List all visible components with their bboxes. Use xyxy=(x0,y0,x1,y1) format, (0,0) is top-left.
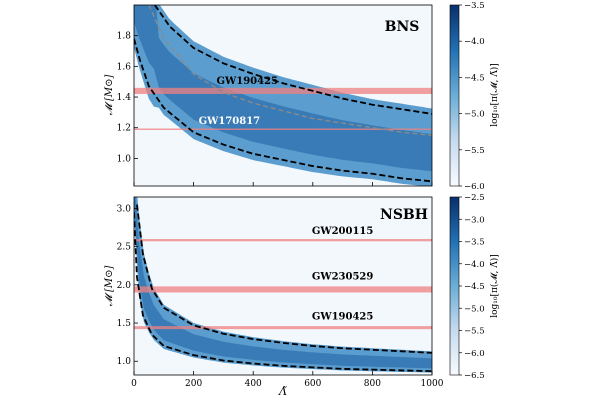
y-tick-label: 1.0 xyxy=(117,357,132,367)
y-ticks: 1.0 1.5 2.0 2.5 3.0 xyxy=(117,204,138,367)
colorbar-tick-label: −6.0 xyxy=(464,349,485,359)
colorbar-ticks: −6.5 −6.0 −5.5 −5.0 −4.5 −4.0 −3.5 −3.0 −2.5 xyxy=(459,193,485,381)
y-tick-label: 2.0 xyxy=(117,281,132,291)
colorbar-tick-label: −5.5 xyxy=(464,327,485,337)
colorbar xyxy=(449,4,460,187)
event-labels: GW190425 GW170817 xyxy=(199,76,278,127)
colorbar-tick-label: −5.5 xyxy=(464,146,485,156)
colorbar-tick-label: −6.5 xyxy=(464,371,485,381)
colorbar-tick-label: −4.0 xyxy=(464,37,485,47)
colorbar-label: log₁₀[π(𝓜, Λ̃)] xyxy=(489,254,500,318)
colorbar-label: log₁₀[π(𝓜, Λ̃)] xyxy=(489,63,500,127)
y-tick-label: 1.2 xyxy=(117,124,131,134)
x-tick-label: 1000 xyxy=(421,379,444,389)
colorbar-ticks: −6.0 −5.5 −5.0 −4.5 −4.0 −3.5 xyxy=(459,1,485,192)
event-band xyxy=(134,128,432,131)
event-bands xyxy=(134,87,432,131)
y-axis-label: 𝓜 [M⊙] xyxy=(104,75,115,116)
x-axis-label: Λ̃ xyxy=(278,385,287,398)
event-band xyxy=(134,286,432,293)
event-band xyxy=(134,239,432,242)
x-ticks xyxy=(133,182,433,186)
curve-lower-bound xyxy=(134,212,432,373)
event-label: GW190425 xyxy=(216,76,278,87)
curve-median xyxy=(148,5,432,137)
x-tick-label: 600 xyxy=(304,379,321,389)
panel-title: BNS xyxy=(385,19,420,35)
curve-upper-bound xyxy=(154,5,432,115)
y-tick-label: 1.6 xyxy=(117,62,132,72)
event-label: GW170817 xyxy=(199,116,261,127)
event-band xyxy=(134,87,432,94)
event-label: GW200115 xyxy=(312,226,374,237)
y-ticks: 1.0 1.2 1.4 1.6 1.8 xyxy=(117,32,138,164)
colorbar-tick-label: −6.0 xyxy=(464,182,485,192)
panel-title: NSBH xyxy=(380,207,428,223)
y-axis-label: 𝓜 [M⊙] xyxy=(104,266,115,307)
event-labels: GW200115 GW230529 GW190425 xyxy=(312,226,374,323)
colorbar-tick-label: −4.0 xyxy=(464,260,485,270)
axes-frame xyxy=(133,196,433,376)
colorbar-tick-label: −3.5 xyxy=(464,1,485,11)
colorbar-tick-label: −5.0 xyxy=(464,110,485,120)
x-ticks: 0 200 400 600 800 1000 xyxy=(131,371,444,389)
curve-lower-bound xyxy=(134,38,432,183)
colorbar-tick-label: −5.0 xyxy=(464,304,485,314)
curve-upper-bound xyxy=(136,204,432,354)
event-label: GW230529 xyxy=(312,272,374,283)
x-tick-label: 200 xyxy=(185,379,202,389)
colorbar-tick-label: −4.5 xyxy=(464,282,485,292)
y-tick-label: 1.0 xyxy=(117,154,132,164)
x-tick-label: 800 xyxy=(364,379,381,389)
y-tick-label: 3.0 xyxy=(117,204,132,214)
y-tick-label: 1.8 xyxy=(117,32,132,42)
x-tick-label: 0 xyxy=(131,379,137,389)
colorbar-tick-label: −2.5 xyxy=(464,193,485,203)
panel-bottom: GW200115 GW230529 GW190425 1.0 1.5 2.0 2.5 3.0… xyxy=(104,193,500,398)
colorbar-tick-label: −4.5 xyxy=(464,73,485,83)
panel-top: GW190425 GW170817 1.0 1.2 1.4 1.6 1.8 BNS 𝓜 [… xyxy=(104,1,500,192)
colorbar-tick-label: −3.5 xyxy=(464,238,485,248)
axes-frame xyxy=(133,4,433,187)
bound-curves xyxy=(134,5,432,183)
event-bands xyxy=(134,239,432,330)
colorbar xyxy=(449,196,460,376)
y-tick-label: 1.4 xyxy=(117,93,132,103)
event-label: GW190425 xyxy=(312,311,374,322)
colorbar-tick-label: −3.0 xyxy=(464,215,485,225)
x-tick-label: 400 xyxy=(245,379,262,389)
y-tick-label: 2.5 xyxy=(117,243,132,253)
y-tick-label: 1.5 xyxy=(117,319,132,329)
bound-curves xyxy=(134,204,432,373)
event-band xyxy=(134,326,432,330)
